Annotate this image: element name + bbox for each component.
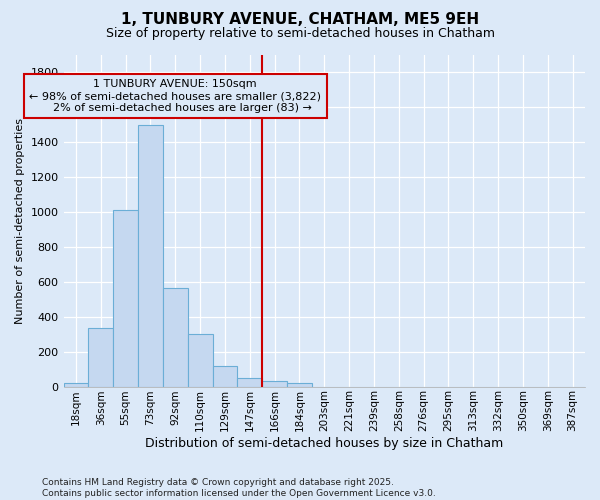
- Bar: [64, 383, 88, 386]
- X-axis label: Distribution of semi-detached houses by size in Chatham: Distribution of semi-detached houses by …: [145, 437, 503, 450]
- Bar: [163, 288, 188, 386]
- Text: Size of property relative to semi-detached houses in Chatham: Size of property relative to semi-detach…: [106, 28, 494, 40]
- Text: 1 TUNBURY AVENUE: 150sqm
← 98% of semi-detached houses are smaller (3,822)
    2: 1 TUNBURY AVENUE: 150sqm ← 98% of semi-d…: [29, 80, 321, 112]
- Bar: [212, 366, 238, 386]
- Y-axis label: Number of semi-detached properties: Number of semi-detached properties: [15, 118, 25, 324]
- Bar: [138, 125, 163, 386]
- Bar: [113, 210, 138, 386]
- Bar: [262, 382, 287, 386]
- Bar: [238, 378, 262, 386]
- Bar: [188, 334, 212, 386]
- Text: 1, TUNBURY AVENUE, CHATHAM, ME5 9EH: 1, TUNBURY AVENUE, CHATHAM, ME5 9EH: [121, 12, 479, 28]
- Bar: [88, 328, 113, 386]
- Text: Contains HM Land Registry data © Crown copyright and database right 2025.
Contai: Contains HM Land Registry data © Crown c…: [42, 478, 436, 498]
- Bar: [287, 383, 312, 386]
